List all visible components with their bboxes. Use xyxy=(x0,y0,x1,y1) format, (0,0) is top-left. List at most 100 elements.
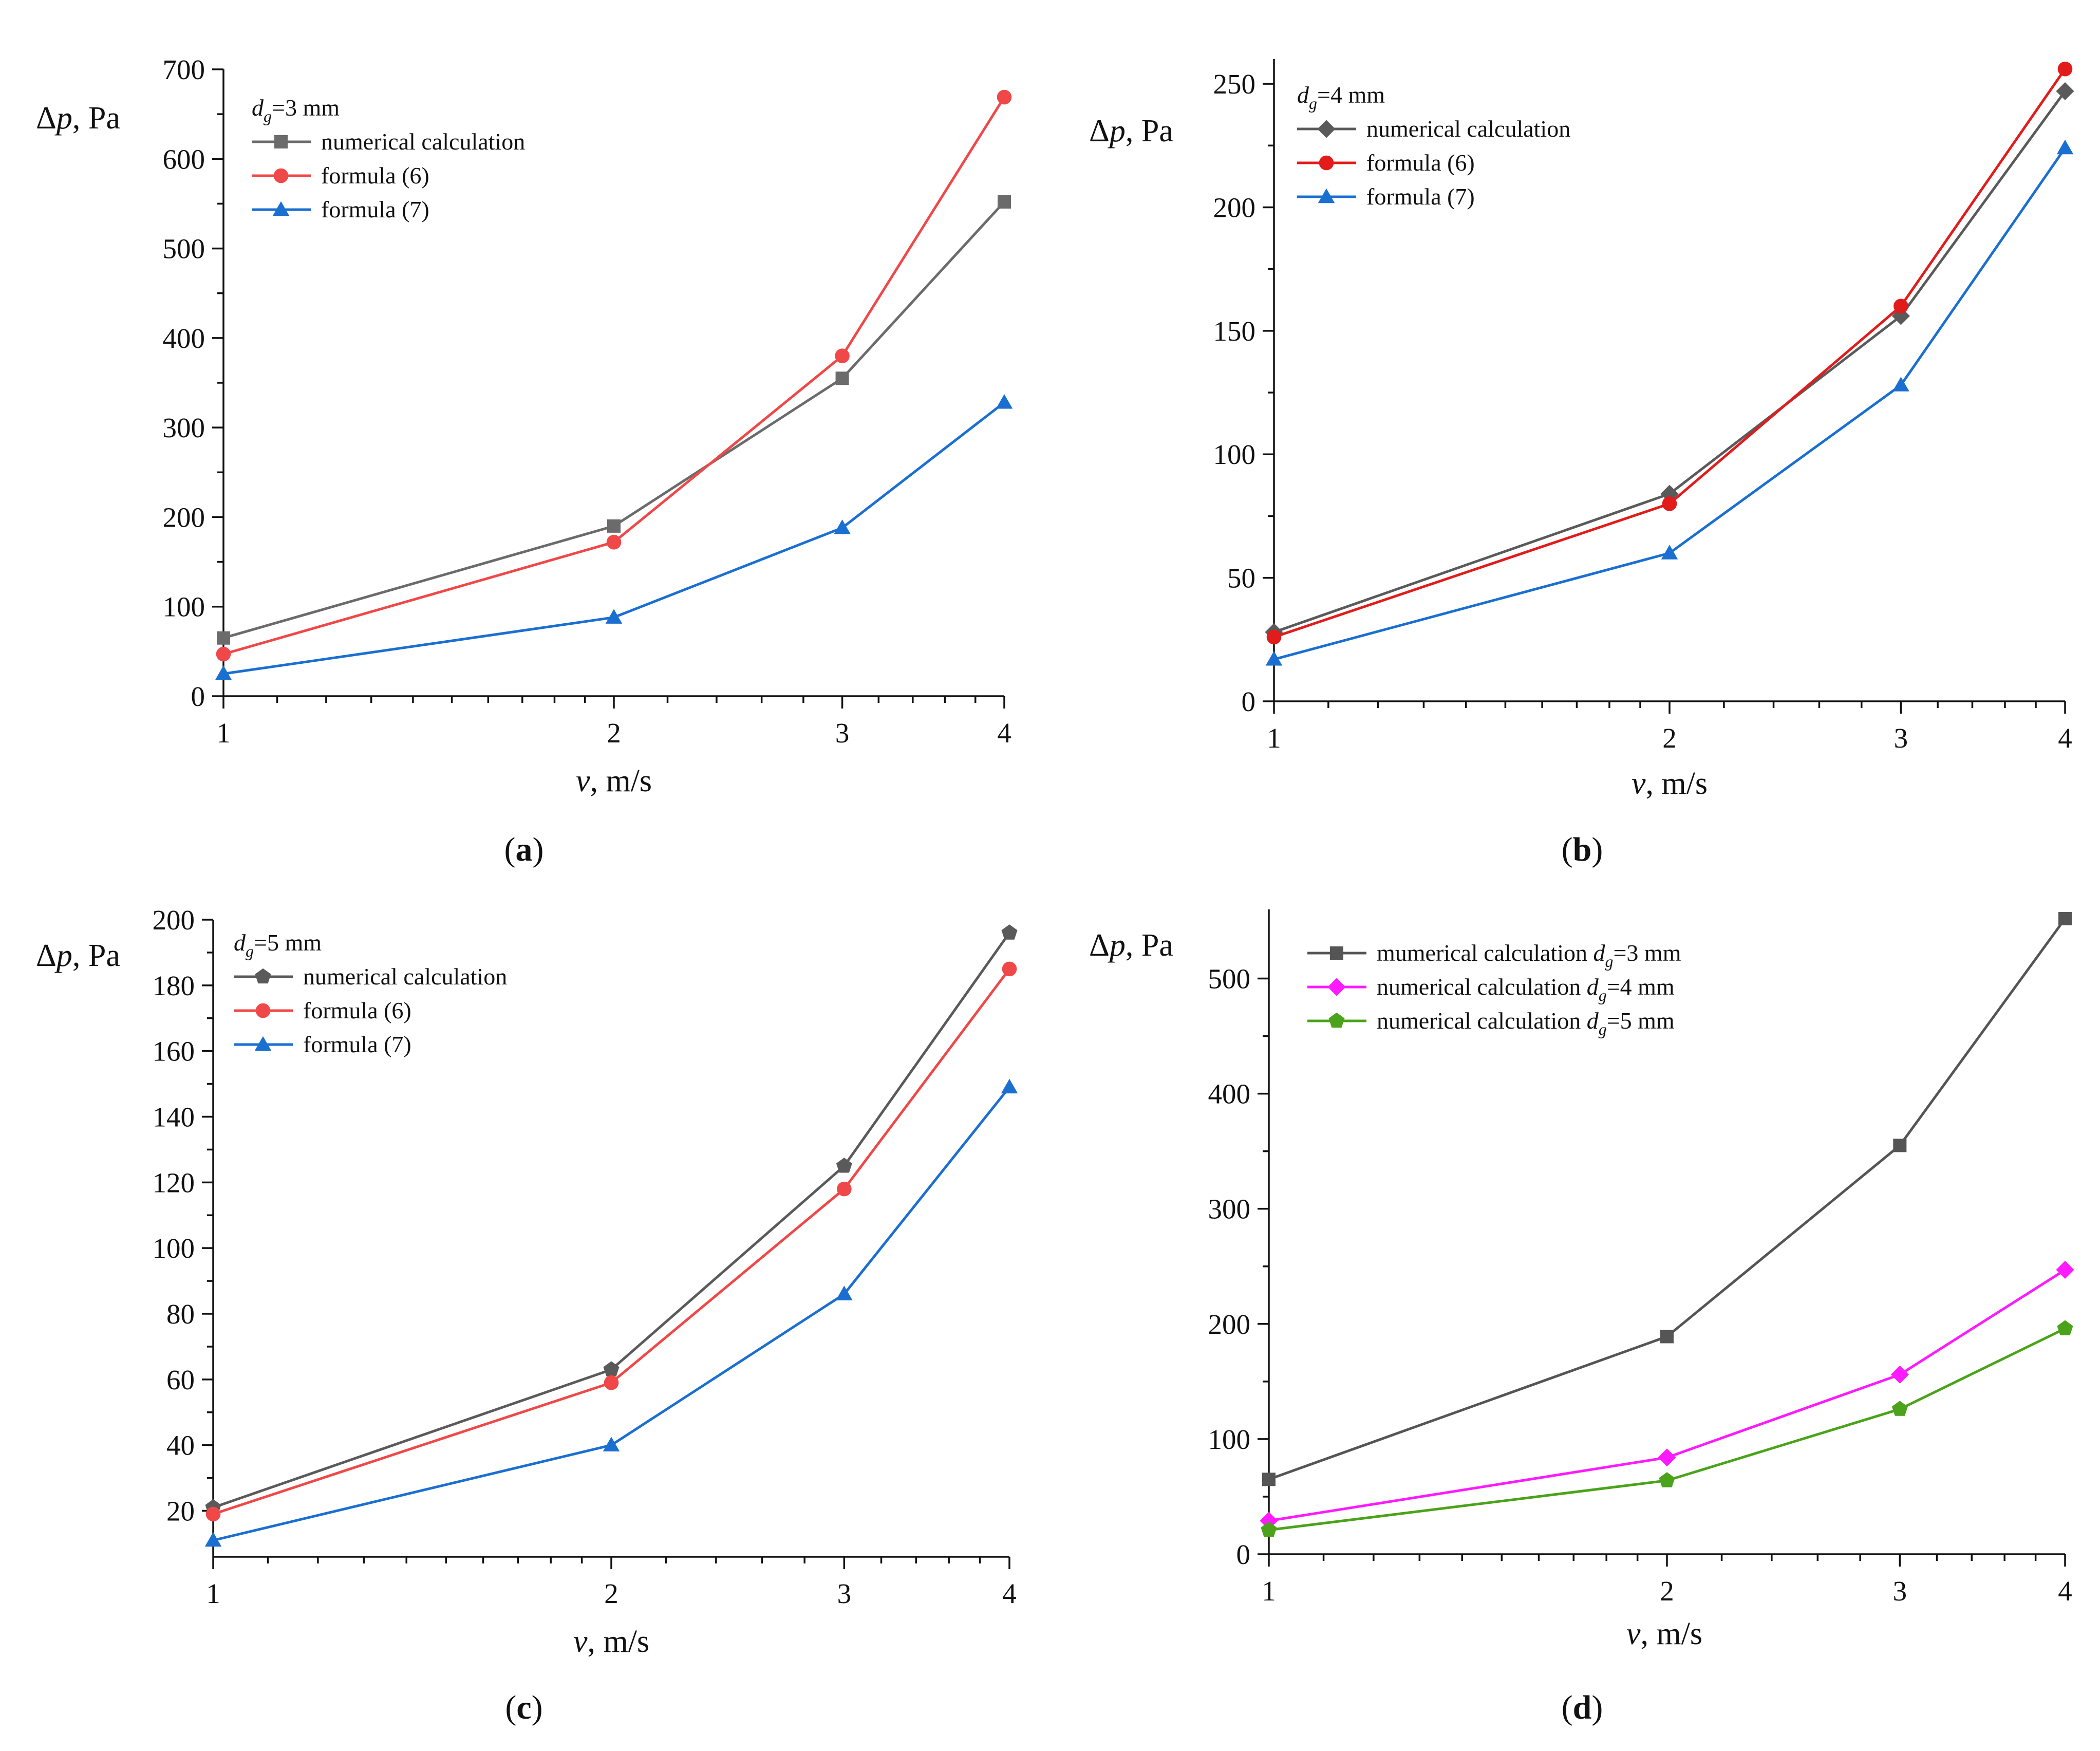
series-3 xyxy=(1261,1320,2073,1537)
y-tick-label: 200 xyxy=(1208,1309,1251,1340)
legend-label: formula (6) xyxy=(1366,150,1475,176)
x-tick-label: 3 xyxy=(837,1578,852,1609)
x-tick-label: 4 xyxy=(2058,1575,2072,1607)
series-line xyxy=(1268,1327,2066,1532)
series-line xyxy=(223,96,1006,656)
x-axis-title: v, m/s xyxy=(576,763,652,798)
y-tick-label: 250 xyxy=(1213,68,1256,100)
data-point xyxy=(836,1158,852,1173)
legend-entry: numerical calculation dg=5 mm xyxy=(1307,1008,1675,1038)
data-point xyxy=(1262,1473,1276,1486)
y-tick-label: 200 xyxy=(1213,192,1256,223)
x-tick-label: 2 xyxy=(1660,1575,1674,1607)
series-line xyxy=(213,1086,1010,1542)
y-tick-label: 300 xyxy=(1208,1194,1251,1225)
series-line xyxy=(213,968,1010,1516)
data-point xyxy=(1261,1521,1277,1537)
data-point xyxy=(605,609,623,624)
x-tick-label: 2 xyxy=(604,1578,618,1609)
panel-caption: (a) xyxy=(504,831,544,868)
legend-swatch-marker xyxy=(254,1036,272,1051)
y-tick-label: 100 xyxy=(153,1233,195,1264)
legend-entry: numerical calculation xyxy=(234,963,507,990)
data-point xyxy=(1266,629,1282,645)
data-point xyxy=(1890,1365,1909,1384)
series-3 xyxy=(215,394,1013,680)
legend-swatch-marker xyxy=(1327,978,1346,996)
y-tick-label: 600 xyxy=(163,143,205,175)
series-3 xyxy=(204,1078,1018,1547)
legend-swatch-marker xyxy=(272,201,290,216)
series-line xyxy=(223,201,1005,640)
chart-panel-d: 0 100 200 300 400 500 1 2 3 4 mumerical calculatio… xyxy=(1089,909,2074,1726)
data-point xyxy=(835,371,849,385)
data-point xyxy=(996,394,1013,409)
data-point xyxy=(1660,1330,1674,1344)
data-point xyxy=(835,348,850,364)
legend-swatch-marker xyxy=(1319,155,1334,171)
data-point xyxy=(215,665,232,680)
y-axis-title: Δp, Pa xyxy=(36,101,120,136)
y-axis-title: Δp, Pa xyxy=(1089,928,1173,963)
y-tick-label: 80 xyxy=(166,1298,195,1330)
legend-label: mumerical calculation dg=3 mm xyxy=(1377,940,1681,971)
data-point xyxy=(2056,1260,2074,1279)
legend-entry: formula (6) xyxy=(252,162,429,189)
y-axis-title: Δp, Pa xyxy=(36,938,120,973)
data-point xyxy=(1891,307,1910,325)
series-line xyxy=(213,932,1011,1509)
chart-panel-c: 20 40 60 80 100 120 140 160 180 200 1 2 3 4 dg=5 mm num… xyxy=(36,904,1018,1726)
data-point xyxy=(216,646,231,662)
data-point xyxy=(1659,1472,1675,1487)
series-line xyxy=(1268,1269,2066,1522)
series-line xyxy=(1268,918,2067,1481)
chart-panel-a: 0 100 200 300 400 500 600 700 1 2 3 4 dg=3 mm numeric… xyxy=(36,54,1013,868)
y-tick-label: 400 xyxy=(163,323,205,354)
legend-entry: formula (7) xyxy=(252,196,429,222)
data-point xyxy=(604,1375,619,1390)
y-tick-label: 400 xyxy=(1208,1078,1251,1110)
series-2 xyxy=(1266,61,2073,645)
series-2 xyxy=(1260,1260,2074,1530)
panel-caption: (c) xyxy=(505,1689,542,1726)
x-tick-label: 1 xyxy=(1262,1575,1276,1607)
legend-label: numerical calculation dg=4 mm xyxy=(1377,974,1675,1004)
series-line xyxy=(223,401,1005,675)
legend-swatch-marker xyxy=(255,1003,271,1018)
y-tick-label: 40 xyxy=(166,1430,195,1461)
data-point xyxy=(2056,82,2074,101)
data-point xyxy=(1893,1139,1907,1152)
data-point xyxy=(2056,139,2074,155)
data-point xyxy=(1265,651,1283,666)
data-point xyxy=(1658,1448,1676,1467)
y-tick-label: 200 xyxy=(153,904,195,936)
data-point xyxy=(1002,961,1017,977)
x-tick-label: 3 xyxy=(1893,1575,1907,1607)
legend-swatch-marker xyxy=(1318,188,1335,203)
data-point xyxy=(998,195,1011,209)
y-tick-label: 140 xyxy=(153,1102,195,1133)
y-tick-label: 0 xyxy=(1236,1539,1251,1570)
legend-entry: formula (6) xyxy=(234,997,411,1023)
data-point xyxy=(2057,1320,2073,1335)
legend-entry: formula (7) xyxy=(1297,183,1475,210)
y-tick-label: 0 xyxy=(1242,686,1256,717)
chart-panel-b: 0 50 100 150 200 250 1 2 3 4 dg=4 mm numerical calc… xyxy=(1089,59,2074,868)
legend: dg=3 mm numerical calculation formula (6) f… xyxy=(252,95,525,222)
legend-swatch-marker xyxy=(274,135,288,148)
x-tick-label: 1 xyxy=(206,1578,220,1609)
data-point xyxy=(997,89,1012,105)
legend-entry: mumerical calculation dg=3 mm xyxy=(1307,940,1681,971)
data-point xyxy=(603,1437,620,1451)
x-tick-label: 3 xyxy=(835,717,850,749)
series-3 xyxy=(1265,139,2074,666)
series-line xyxy=(1273,68,2067,639)
x-tick-label: 4 xyxy=(2058,722,2072,754)
series-1 xyxy=(217,195,1011,645)
y-tick-label: 100 xyxy=(163,591,205,623)
x-tick-label: 2 xyxy=(607,717,621,749)
y-tick-label: 200 xyxy=(163,501,205,533)
x-tick-label: 1 xyxy=(216,717,231,749)
